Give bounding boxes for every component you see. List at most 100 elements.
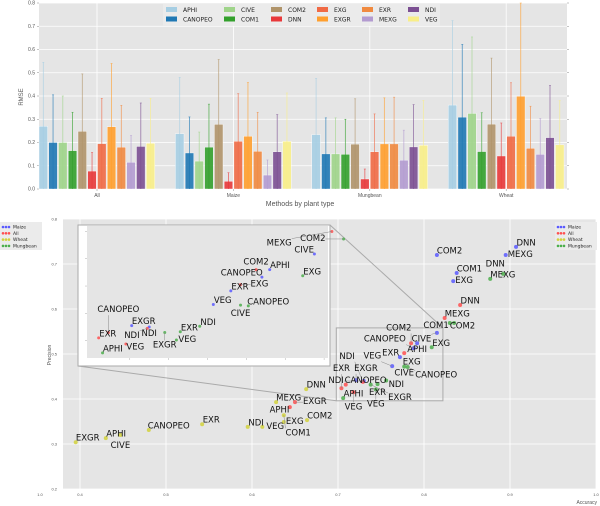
legend-marker-maize	[556, 225, 560, 229]
inset-point-mungbean-canopeo	[246, 304, 250, 308]
point-label: VEG	[363, 352, 381, 362]
legend-label: EXG	[334, 7, 347, 14]
point-label: EXG	[455, 276, 473, 286]
legend-label: Maize	[13, 225, 26, 231]
legend-swatch-com1	[224, 16, 235, 22]
legend-swatch-dnn	[271, 16, 282, 22]
point-wheat-com2	[305, 418, 310, 423]
inset-point-label: APHI	[103, 344, 123, 354]
x-tick-label: 0.7	[335, 492, 341, 497]
legend-marker-maize	[1, 225, 5, 229]
point-label: COM1	[457, 265, 482, 275]
inset-point-label: MEXG	[267, 239, 292, 249]
legend-marker-all	[1, 232, 5, 235]
point-label: APHI	[344, 390, 364, 400]
point-label: DNN	[516, 238, 535, 248]
y-tick-label: 0.5	[51, 352, 57, 357]
y-tick-label: 0.3	[28, 117, 35, 123]
legend-marker-mungbean	[7, 244, 11, 248]
point-label: DNN	[461, 296, 480, 306]
legend-marker-maize	[4, 225, 8, 229]
legend-label: DNN	[288, 17, 302, 24]
point-label: NDI	[328, 376, 343, 386]
inset-point-label: CANOPEO	[97, 305, 139, 315]
legend-label: CIVE	[241, 7, 255, 14]
label-leader-line	[139, 328, 148, 332]
legend-marker-wheat	[556, 238, 560, 241]
inset-point-label: APHI	[270, 261, 290, 271]
inset-point-label: CANOPEO	[221, 269, 263, 279]
point-label: CANOPEO	[364, 335, 406, 345]
label-leader-line	[431, 332, 437, 335]
inset-point-mungbean-veg	[174, 338, 178, 342]
legend-marker-wheat	[562, 238, 566, 241]
point-wheat-exgr	[73, 440, 78, 445]
legend-marker-wheat	[1, 238, 5, 241]
legend-label: All	[568, 231, 574, 237]
point-wheat-dnn	[304, 387, 309, 392]
legend-marker-all	[562, 232, 566, 235]
legend-label: Wheat	[13, 237, 28, 243]
legend-marker-mungbean	[1, 244, 5, 248]
point-labels: DNNMEXGCOM2COM1EXGCIVEAPHICANOPEOEXRVEGE…	[76, 238, 536, 451]
point-label: MEXG	[276, 394, 301, 404]
bar-chart-xlabel: Methods by plant type	[266, 201, 335, 208]
inset-point-mungbean-aphi	[101, 351, 105, 355]
point-all-exg	[402, 351, 407, 356]
point-label: EXGR	[76, 434, 100, 444]
point-mungbean-cive	[402, 364, 407, 369]
legend-marker-all	[4, 232, 8, 235]
point-all-aphi	[287, 405, 292, 410]
legend-swatch-exr	[362, 7, 373, 12]
point-mungbean-exg	[429, 345, 434, 350]
point-label: COM1	[285, 428, 310, 438]
point-mungbean-exr	[375, 382, 380, 387]
point-label: COM2	[437, 247, 462, 257]
x-tick-label: 0.5	[163, 492, 169, 497]
inset-point-label: EXR	[181, 323, 198, 333]
inset-point-label: CANOPEO	[247, 297, 289, 307]
point-label: EXR	[333, 364, 350, 374]
point-label: CIVE	[394, 369, 414, 379]
inset-point-maize-canopeo	[260, 275, 264, 279]
point-mungbean-aphi	[341, 396, 346, 401]
point-label: EXGR	[354, 364, 378, 374]
point-maize-mexg	[503, 253, 508, 257]
y-tick-label: 0.3	[51, 442, 57, 447]
point-label: COM1	[423, 321, 448, 331]
legend-label: CANOPEO	[183, 17, 213, 24]
point-label: DNN	[486, 259, 505, 269]
point-label: NDI	[339, 352, 354, 362]
inset-point-label: EXG	[251, 280, 269, 290]
point-maize-com2	[434, 253, 439, 257]
point-wheat-veg	[260, 424, 265, 429]
inset-point-label: CIVE	[231, 309, 251, 319]
point-label: CANOPEO	[148, 422, 190, 432]
inset-point-label: NDI	[124, 331, 139, 341]
x-tick-label: All	[94, 193, 100, 199]
inset-point-label: EXR	[99, 329, 116, 339]
y-tick-label: 0.0	[28, 187, 35, 193]
x-tick-label: Maize	[227, 193, 241, 199]
label-leader-line	[354, 361, 364, 382]
inset-point-mungbean-cive	[239, 303, 243, 307]
y-tick-label: 0.4	[28, 94, 35, 100]
point-mungbean-com1	[452, 320, 457, 325]
x-tick-label: 0.9	[507, 492, 513, 497]
legend-swatch-exg	[317, 7, 328, 12]
legend-label: COM2	[288, 7, 306, 14]
inset-point-label: COM2	[300, 234, 325, 244]
inset-background	[87, 226, 328, 358]
legend-label: EXR	[379, 7, 391, 14]
legend-label: VEG	[425, 17, 438, 24]
inset-point-label: VEG	[214, 296, 232, 306]
point-label: EXG	[403, 358, 421, 368]
inset-point-maize-aphi	[268, 268, 272, 272]
legend-marker-wheat	[7, 238, 11, 241]
point-label: EXGR	[303, 397, 327, 407]
scatter-xlabel: Accuracy	[576, 500, 597, 506]
point-label: DNN	[307, 381, 326, 391]
x-tick-label: 0.6	[249, 492, 255, 497]
